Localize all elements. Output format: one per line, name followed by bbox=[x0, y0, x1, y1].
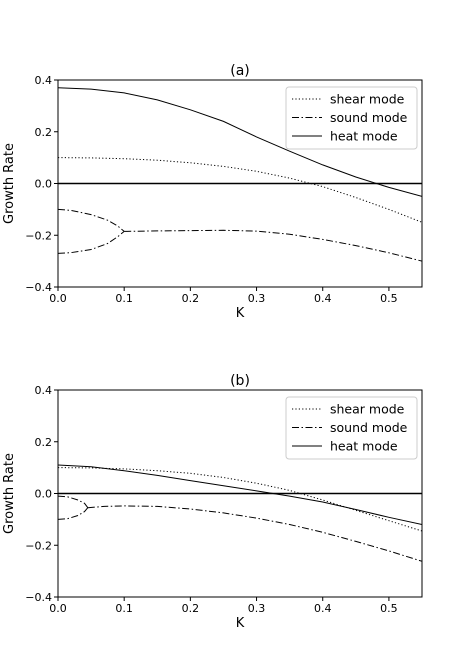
panel-title: (b) bbox=[230, 373, 250, 389]
x-tick-label: 0.5 bbox=[380, 292, 398, 305]
y-tick-label: −0.2 bbox=[25, 229, 52, 242]
x-tick-label: 0.1 bbox=[115, 602, 133, 615]
x-tick-label: 0.3 bbox=[248, 602, 266, 615]
x-tick-label: 0.4 bbox=[314, 602, 332, 615]
x-tick-label: 0.1 bbox=[115, 292, 133, 305]
legend-label: heat mode bbox=[330, 439, 398, 454]
y-tick-label: −0.4 bbox=[25, 281, 52, 294]
series-sound-mode-line bbox=[87, 505, 422, 562]
x-axis-label: K bbox=[236, 616, 245, 631]
legend-label: shear mode bbox=[330, 92, 405, 107]
x-tick-label: 0.5 bbox=[380, 602, 398, 615]
y-tick-label: 0.0 bbox=[35, 178, 53, 191]
chart-panel-1: (a) 0.0 0.1 0.2 0.3 0.4 0.5 −0.4 −0.2 0.0 0.2 0.4 K G… bbox=[2, 63, 423, 321]
series-sound-mode-line bbox=[58, 507, 89, 520]
y-tick-label: 0.4 bbox=[35, 384, 53, 397]
y-tick-label: 0.4 bbox=[35, 74, 53, 87]
y-tick-label: 0.2 bbox=[35, 436, 53, 449]
x-tick-label: 0.2 bbox=[182, 602, 200, 615]
series-sound-mode-line bbox=[58, 231, 125, 254]
x-tick-label: 0.2 bbox=[182, 292, 200, 305]
x-tick-label: 0.4 bbox=[314, 292, 332, 305]
y-tick-label: 0.2 bbox=[35, 126, 53, 139]
series-heat-mode-line bbox=[58, 87, 422, 197]
x-tick-label: 0.0 bbox=[49, 292, 67, 305]
y-tick-label: −0.2 bbox=[25, 539, 52, 552]
series-sound-mode-line bbox=[58, 495, 89, 508]
y-axis-label: Growth Rate bbox=[2, 143, 17, 224]
x-tick-label: 0.3 bbox=[248, 292, 266, 305]
series-sound-mode-line bbox=[58, 208, 125, 232]
y-tick-label: −0.4 bbox=[25, 591, 52, 604]
series-sound-mode-line bbox=[124, 229, 422, 262]
panel-title: (a) bbox=[230, 63, 250, 79]
series-shear-mode-line bbox=[58, 157, 422, 223]
legend-box bbox=[285, 396, 418, 460]
legend: shear mode sound mode heat mode bbox=[285, 396, 418, 460]
series-heat-mode-line bbox=[58, 464, 422, 525]
legend-label: sound mode bbox=[330, 420, 408, 435]
legend-label: sound mode bbox=[330, 110, 408, 125]
y-axis-label: Growth Rate bbox=[2, 453, 17, 534]
legend: shear mode sound mode heat mode bbox=[285, 86, 418, 150]
x-axis-label: K bbox=[236, 306, 245, 321]
y-tick-label: 0.0 bbox=[35, 488, 53, 501]
chart-panel-2: (b) 0.0 0.1 0.2 0.3 0.4 0.5 −0.4 −0.2 0.0 0.2 0.4 K G… bbox=[2, 373, 423, 631]
series-shear-mode-line bbox=[58, 467, 422, 532]
legend-box bbox=[285, 86, 418, 150]
x-tick-label: 0.0 bbox=[49, 602, 67, 615]
legend-label: shear mode bbox=[330, 402, 405, 417]
legend-label: heat mode bbox=[330, 129, 398, 144]
